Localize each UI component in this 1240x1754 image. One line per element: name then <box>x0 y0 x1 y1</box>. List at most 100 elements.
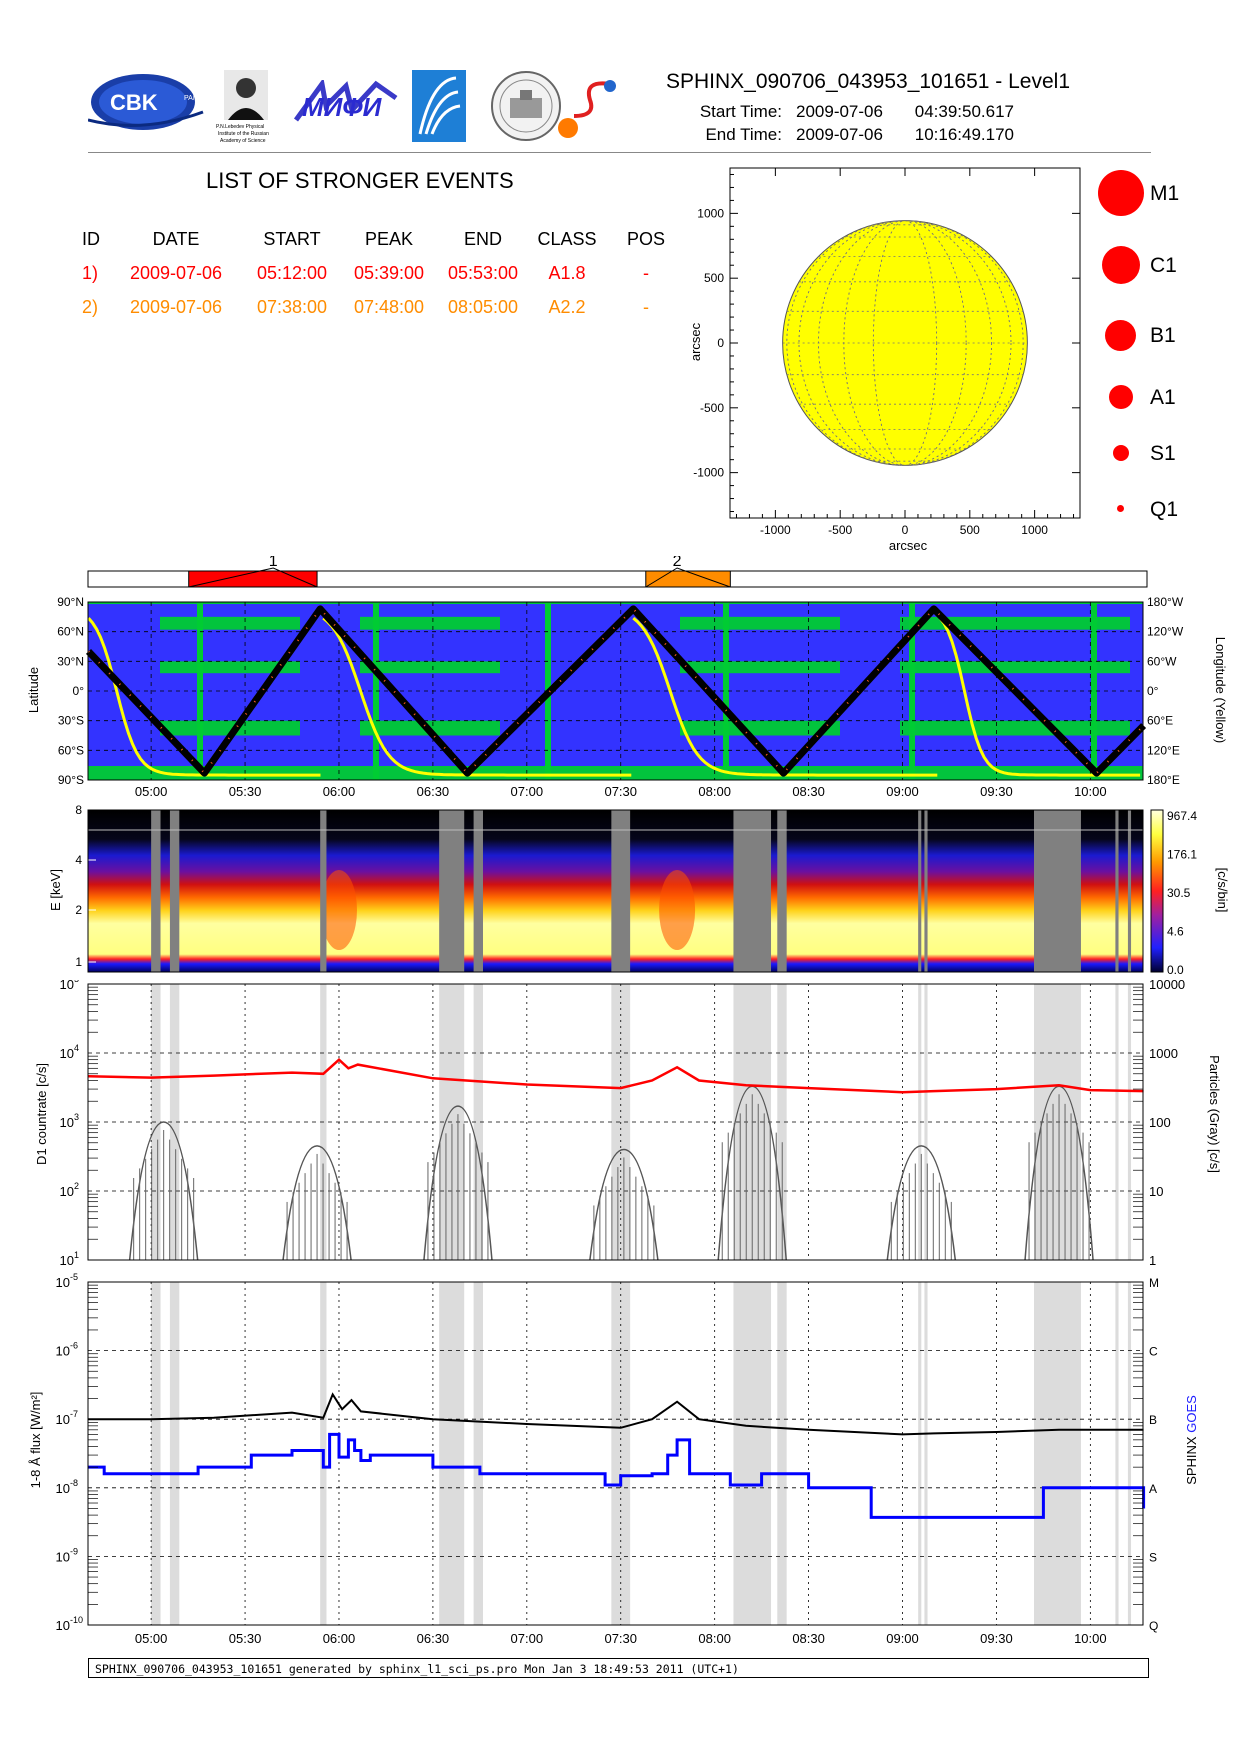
event-peak: 07:48:00 <box>353 296 425 317</box>
longitude-curve <box>938 617 1141 777</box>
land-band <box>360 661 500 674</box>
legend-dot-q1 <box>1117 505 1124 512</box>
legend-item-m1: M1 <box>1080 168 1240 218</box>
legend-label-a1: A1 <box>1150 386 1176 409</box>
right-tick-label: 10 <box>1149 1184 1163 1199</box>
left-tick-exponent: -5 <box>70 1272 78 1282</box>
legend-item-c1: C1 <box>1080 240 1240 290</box>
legend-item-s1: S1 <box>1080 428 1240 478</box>
land-band <box>680 616 840 630</box>
time-tick-label: 05:00 <box>135 1631 168 1646</box>
land-band <box>680 720 840 736</box>
left-tick-exponent: 3 <box>74 1112 79 1122</box>
left-tick-label: 10 <box>60 1046 74 1061</box>
col-id: ID <box>82 228 100 249</box>
flux-ylabel: 1-8 Å flux [W/m²] <box>28 1392 43 1489</box>
data-gap <box>611 810 631 972</box>
data-gap-shading <box>918 984 922 1260</box>
table-row: 2) 2009-07-06 07:38:00 07:48:00 08:05:00… <box>82 290 688 324</box>
event-start: 05:12:00 <box>256 262 328 283</box>
svg-text:P.N.Lebedev Physical: P.N.Lebedev Physical <box>216 124 264 130</box>
svg-text:Institute of the Russian: Institute of the Russian <box>218 131 269 137</box>
flare-class-label: Q <box>1149 1619 1158 1633</box>
legend-dot-s1 <box>1113 445 1129 461</box>
right-tick-label: 1000 <box>1149 1046 1178 1061</box>
data-gap <box>1115 810 1119 972</box>
time-tick-label: 07:30 <box>604 1631 637 1646</box>
data-gap-shading <box>924 1282 928 1625</box>
longitude-axis-label: Longitude (Yellow) <box>1213 637 1228 743</box>
right-tick-label: 100 <box>1149 1115 1171 1130</box>
event-id: 2) <box>82 296 99 317</box>
legend-dot-m1 <box>1098 170 1144 216</box>
x-tick-label: -500 <box>828 523 852 537</box>
data-gap <box>1033 810 1081 972</box>
colorbar <box>1150 809 1164 973</box>
event-class: A1.8 <box>548 262 586 283</box>
data-gap <box>169 810 180 972</box>
event-date: 2009-07-06 <box>129 262 223 283</box>
y-tick-label: 1000 <box>697 206 724 220</box>
data-gap <box>918 810 922 972</box>
col-class: CLASS <box>537 228 597 249</box>
time-tick-label: 06:30 <box>417 1631 450 1646</box>
data-gap-shading <box>777 1282 787 1625</box>
countrate-frame <box>87 983 1144 1261</box>
observatory-seal-logo <box>491 71 561 141</box>
event-peak-marker <box>645 567 731 588</box>
event-label: 2 <box>673 556 682 570</box>
time-tick-label: 08:00 <box>698 784 731 799</box>
start-date: 2009-07-06 <box>796 102 883 121</box>
event-end: 08:05:00 <box>447 296 519 317</box>
energy-tick-label: 4 <box>75 853 82 867</box>
left-tick-exponent: -10 <box>70 1615 83 1625</box>
left-tick-exponent: -6 <box>70 1341 78 1351</box>
left-tick-exponent: -8 <box>70 1478 78 1488</box>
time-tick-label: 09:00 <box>886 1631 919 1646</box>
end-time-row: End Time: 2009-07-06 10:16:49.170 <box>682 125 1014 145</box>
sphinx-flux-line <box>88 1392 1144 1436</box>
left-tick-exponent: 2 <box>74 1181 79 1191</box>
lat-tick-label: 60°S <box>58 743 84 757</box>
data-gap-shading <box>169 984 180 1260</box>
start-time-label: Start Time: <box>699 102 782 121</box>
y-tick-label: -1000 <box>693 466 724 480</box>
time-tick-label: 10:00 <box>1074 784 1107 799</box>
mifi-logo: МИФИ <box>293 80 398 122</box>
institute-emblem-logo <box>412 70 466 142</box>
time-tick-label: 05:00 <box>135 784 168 799</box>
left-tick-exponent: 4 <box>74 1043 79 1053</box>
colorbar-tick-label: 0.0 <box>1167 963 1184 977</box>
time-tick-label: 06:00 <box>323 1631 356 1646</box>
svg-text:Academy of Science: Academy of Science <box>220 138 266 144</box>
energy-tick-label: 8 <box>75 803 82 817</box>
data-gap-shading <box>777 984 787 1260</box>
mifi-logo-text: МИФИ <box>302 92 383 122</box>
left-tick-label: 10 <box>60 1115 74 1130</box>
time-tick-label: 06:00 <box>323 784 356 799</box>
d1-countrate-line <box>88 1058 1144 1094</box>
legend-dot-a1 <box>1109 385 1133 409</box>
spectrogram-ylabel: E [keV] <box>48 869 63 911</box>
y-tick-label: -500 <box>700 401 724 415</box>
time-tick-label: 07:00 <box>511 784 544 799</box>
data-gap-shading <box>151 1282 161 1625</box>
lat-tick-label: 0° <box>73 684 85 698</box>
longitude-grid-line <box>843 220 967 466</box>
table-row: 1) 2009-07-06 05:12:00 05:39:00 05:53:00… <box>82 256 688 290</box>
x-tick-label: -1000 <box>760 523 791 537</box>
legend-label-m1: M1 <box>1150 182 1180 205</box>
data-gap <box>473 810 483 972</box>
time-tick-label: 09:30 <box>980 784 1013 799</box>
event-class: A2.2 <box>548 296 586 317</box>
legend-label-q1: Q1 <box>1150 498 1179 521</box>
left-tick-label: 10 <box>56 1275 70 1290</box>
land-band <box>680 661 840 674</box>
land-band <box>360 616 500 630</box>
colorbar-tick-label: 176.1 <box>1167 848 1197 862</box>
lat-panel-frame <box>87 601 1144 781</box>
x-tick-label: 0 <box>902 523 909 537</box>
report-title: SPHINX_090706_043953_101651 - Level1 <box>666 70 1070 93</box>
left-tick-label: 10 <box>56 1481 70 1496</box>
time-tick-label: 08:00 <box>698 1631 731 1646</box>
